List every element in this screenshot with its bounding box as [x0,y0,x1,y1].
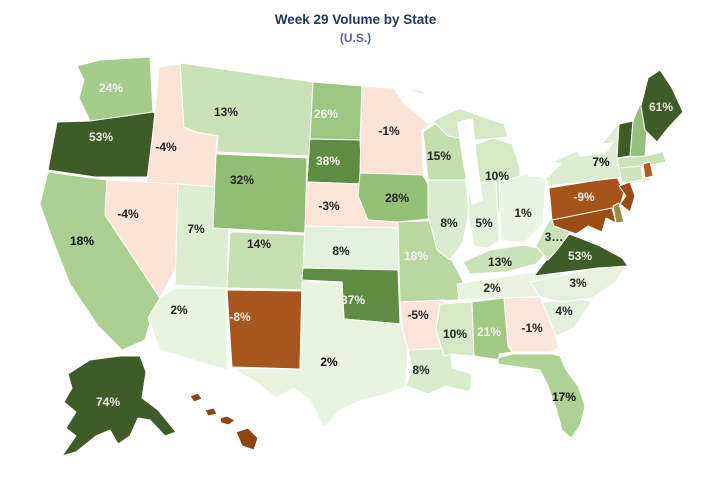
state-hawaii[interactable] [189,392,259,451]
state-label-iowa: 28% [385,191,409,205]
state-iowa[interactable] [357,172,434,223]
state-label-texas: 2% [320,355,338,369]
state-arizona[interactable] [147,287,228,371]
state-kentucky[interactable] [462,244,550,275]
state-kansas[interactable] [302,225,401,271]
state-label-mississippi: 10% [443,327,467,341]
chart-header: Week 29 Volume by State (U.S.) [0,10,711,47]
lake-michigan [457,118,483,205]
state-label-maine: 61% [649,100,673,114]
state-maryland[interactable] [551,207,617,235]
state-nevada[interactable] [104,179,179,299]
state-label-indiana: 5% [475,216,493,230]
state-label-south-dakota: 38% [316,154,340,168]
state-illinois[interactable] [427,179,470,261]
state-label-pennsylvania: -9% [573,190,595,204]
state-delaware[interactable] [612,202,625,224]
state-label-kentucky: 13% [488,255,512,269]
state-label-oklahoma: 37% [341,293,365,307]
state-label-missouri: 18% [404,249,428,263]
state-rhode-island[interactable] [642,161,654,179]
state-label-alabama: 21% [477,325,501,339]
state-label-alaska: 74% [96,395,120,409]
state-maine[interactable] [640,69,684,143]
state-label-south-carolina: 4% [555,304,573,318]
state-label-montana: 13% [214,105,238,119]
state-texas[interactable] [233,281,409,429]
state-label-california: 18% [70,234,94,248]
state-label-illinois: 8% [440,216,458,230]
state-label-north-carolina: 3% [569,276,587,290]
state-label-florida: 17% [552,390,576,404]
state-florida[interactable] [497,353,586,439]
state-label-nevada: -4% [117,207,139,221]
state-label-virginia: 53% [568,249,592,263]
labels-layer: 24% 53% 18% -4% -4% 7% 2% -8% 13% 32% 14… [70,81,673,409]
state-louisiana[interactable] [405,347,473,395]
state-wyoming[interactable] [212,153,308,234]
lake-erie [524,158,562,177]
state-new-mexico[interactable] [226,289,303,370]
state-label-arizona: 2% [170,303,188,317]
state-label-louisiana: 8% [412,363,430,377]
state-label-washington: 24% [99,81,123,95]
state-label-ohio: 1% [514,206,532,220]
chart-title: Week 29 Volume by State [274,12,437,27]
state-label-michigan: 10% [485,169,509,183]
state-label-colorado: 14% [247,237,271,251]
state-label-idaho: -4% [155,140,177,154]
state-label-arkansas: -5% [407,308,429,322]
lake-huron [508,126,534,166]
state-label-new-york: 7% [592,155,610,169]
lakes-layer [390,84,614,205]
lake-superior [390,84,462,124]
state-label-tennessee: 2% [483,281,501,295]
state-label-georgia: -1% [521,321,543,335]
state-label-north-dakota: 26% [314,107,338,121]
state-label-utah: 7% [187,222,205,236]
state-label-nebraska: -3% [318,199,340,213]
state-label-new-mexico: -8% [229,310,251,324]
state-label-wyoming: 32% [230,173,254,187]
states-layer [39,56,684,457]
state-oregon[interactable] [47,111,163,178]
state-label-kansas: 8% [332,244,350,258]
state-label-wisconsin: 15% [427,149,451,163]
state-label-west-virginia: 3… [545,230,564,244]
state-label-minnesota: -1% [378,124,400,138]
state-label-oregon: 53% [89,130,113,144]
lake-ontario [576,142,614,157]
state-connecticut[interactable] [618,165,644,184]
chart-subtitle: (U.S.) [339,30,372,45]
state-alaska[interactable] [61,355,177,457]
